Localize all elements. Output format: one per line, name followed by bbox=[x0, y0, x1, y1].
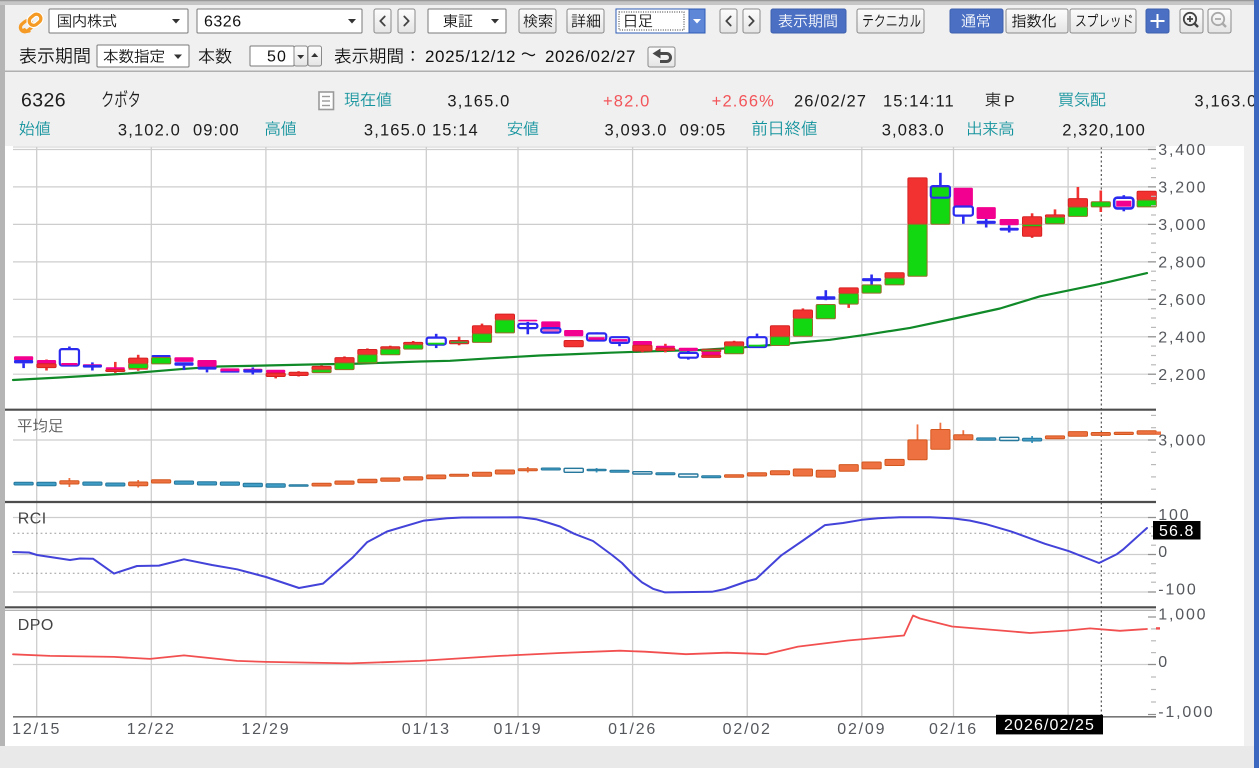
svg-text:3,163.0: 3,163.0 bbox=[1194, 93, 1257, 111]
svg-text:3,200: 3,200 bbox=[1158, 180, 1207, 197]
svg-text:P: P bbox=[1004, 94, 1015, 111]
svg-text:-100: -100 bbox=[1158, 581, 1197, 598]
svg-text:3,000: 3,000 bbox=[1158, 433, 1207, 450]
svg-text:3,083.0: 3,083.0 bbox=[882, 122, 945, 140]
svg-text:12/22: 12/22 bbox=[127, 721, 176, 738]
svg-text:56.8: 56.8 bbox=[1159, 523, 1195, 540]
svg-text:6326: 6326 bbox=[21, 90, 66, 112]
svg-text:02/16: 02/16 bbox=[929, 721, 978, 738]
svg-text:2,200: 2,200 bbox=[1158, 367, 1207, 384]
svg-text:12/29: 12/29 bbox=[241, 721, 290, 738]
svg-text:12/15: 12/15 bbox=[12, 721, 61, 738]
svg-text:1,000: 1,000 bbox=[1158, 607, 1207, 624]
svg-text:3,102.0: 3,102.0 bbox=[118, 122, 181, 140]
svg-text:26/02/27: 26/02/27 bbox=[794, 93, 867, 111]
svg-text:+2.66%: +2.66% bbox=[712, 93, 775, 111]
svg-text:3,400: 3,400 bbox=[1158, 142, 1207, 159]
svg-text:RCI: RCI bbox=[18, 511, 47, 528]
svg-text:-1,000: -1,000 bbox=[1158, 704, 1214, 721]
svg-text:01/26: 01/26 bbox=[608, 721, 657, 738]
svg-text:09:05: 09:05 bbox=[680, 122, 727, 140]
svg-text:09:00: 09:00 bbox=[193, 122, 240, 140]
svg-text:100: 100 bbox=[1158, 507, 1190, 524]
svg-text:50: 50 bbox=[267, 49, 287, 66]
svg-text:3,165.0: 3,165.0 bbox=[364, 122, 427, 140]
svg-text:02/02: 02/02 bbox=[723, 721, 772, 738]
svg-text:0: 0 bbox=[1158, 544, 1169, 561]
svg-text:01/13: 01/13 bbox=[402, 721, 451, 738]
svg-text:2,800: 2,800 bbox=[1158, 255, 1207, 272]
svg-text:2,320,100: 2,320,100 bbox=[1062, 122, 1146, 140]
svg-text:+82.0: +82.0 bbox=[603, 93, 651, 111]
svg-text:15:14:11: 15:14:11 bbox=[883, 93, 955, 111]
svg-text:0: 0 bbox=[1158, 654, 1169, 671]
svg-text:2,400: 2,400 bbox=[1158, 329, 1207, 346]
svg-text:02/09: 02/09 bbox=[837, 721, 886, 738]
svg-text:3,093.0: 3,093.0 bbox=[604, 122, 667, 140]
svg-text:3,165.0: 3,165.0 bbox=[447, 93, 510, 111]
svg-text:15:14: 15:14 bbox=[432, 122, 479, 140]
svg-text:DPO: DPO bbox=[18, 617, 54, 634]
svg-text:2026/02/27: 2026/02/27 bbox=[545, 47, 636, 66]
svg-text:6326: 6326 bbox=[204, 14, 242, 31]
svg-text:3,000: 3,000 bbox=[1158, 217, 1207, 234]
svg-text:2026/02/25: 2026/02/25 bbox=[1004, 717, 1095, 734]
svg-text:2025/12/12: 2025/12/12 bbox=[425, 47, 516, 66]
svg-text:01/19: 01/19 bbox=[493, 721, 542, 738]
svg-text:2,600: 2,600 bbox=[1158, 292, 1207, 309]
